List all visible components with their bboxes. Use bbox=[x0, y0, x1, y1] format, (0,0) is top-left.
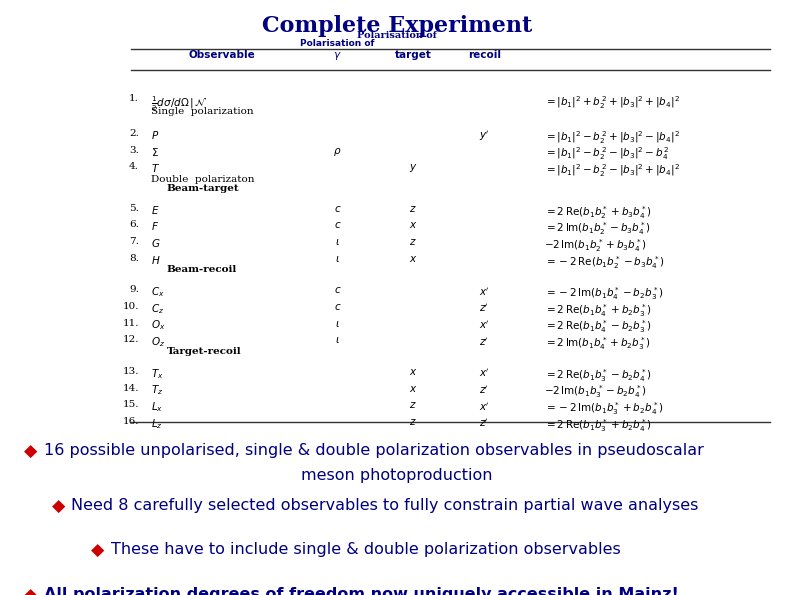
Text: 12.: 12. bbox=[122, 336, 139, 345]
Text: $z$: $z$ bbox=[409, 400, 417, 411]
Text: 14.: 14. bbox=[122, 384, 139, 393]
Text: $C_x$: $C_x$ bbox=[151, 286, 164, 299]
Text: These have to include single & double polarization observables: These have to include single & double po… bbox=[111, 542, 621, 557]
Text: 13.: 13. bbox=[122, 367, 139, 376]
Text: $= |b_1|^2 - b_2^{\,2} - |b_3|^2 - b_4^{\,2}$: $= |b_1|^2 - b_2^{\,2} - |b_3|^2 - b_4^{… bbox=[544, 146, 669, 162]
Text: 6.: 6. bbox=[129, 220, 139, 230]
Text: $= -2\,\mathrm{Im}(b_1 b_4^* - b_2 b_3^*)$: $= -2\,\mathrm{Im}(b_1 b_4^* - b_2 b_3^*… bbox=[544, 286, 664, 302]
Text: $O_z$: $O_z$ bbox=[151, 336, 165, 349]
Text: $z'$: $z'$ bbox=[480, 336, 489, 347]
Text: recoil: recoil bbox=[468, 50, 501, 60]
Text: $\rho$: $\rho$ bbox=[333, 146, 341, 158]
Text: $c$: $c$ bbox=[333, 286, 341, 295]
Text: $= 2\,\mathrm{Im}(b_1 b_4^* + b_2 b_3^*)$: $= 2\,\mathrm{Im}(b_1 b_4^* + b_2 b_3^*)… bbox=[544, 336, 651, 352]
Text: 2.: 2. bbox=[129, 129, 139, 138]
Text: 1.: 1. bbox=[129, 94, 139, 104]
Text: 3.: 3. bbox=[129, 146, 139, 155]
Text: Observable: Observable bbox=[189, 50, 256, 60]
Text: 16 possible unpolarised, single & double polarization observables in pseudoscala: 16 possible unpolarised, single & double… bbox=[44, 443, 703, 458]
Text: 16.: 16. bbox=[122, 417, 139, 426]
Text: ◆: ◆ bbox=[24, 587, 37, 595]
Text: $\gamma$: $\gamma$ bbox=[333, 50, 341, 62]
Text: $T$: $T$ bbox=[151, 162, 160, 174]
Text: $F$: $F$ bbox=[151, 220, 159, 233]
Text: Single  polarization: Single polarization bbox=[151, 107, 253, 117]
Text: $y$: $y$ bbox=[409, 162, 417, 174]
Text: $= 2\,\mathrm{Re}(b_1 b_3^* + b_2 b_4^*)$: $= 2\,\mathrm{Re}(b_1 b_3^* + b_2 b_4^*)… bbox=[544, 417, 652, 434]
Text: $\iota$: $\iota$ bbox=[335, 237, 340, 247]
Text: $P$: $P$ bbox=[151, 129, 159, 141]
Text: $= -2\,\mathrm{Im}(b_1 b_3^* + b_2 b_4^*)$: $= -2\,\mathrm{Im}(b_1 b_3^* + b_2 b_4^*… bbox=[544, 400, 664, 417]
Text: Polarisation of: Polarisation of bbox=[357, 31, 437, 40]
Text: $x'$: $x'$ bbox=[479, 319, 490, 331]
Text: $z$: $z$ bbox=[409, 417, 417, 427]
Text: Polarisation of: Polarisation of bbox=[300, 39, 375, 48]
Text: $x$: $x$ bbox=[409, 253, 417, 264]
Text: 10.: 10. bbox=[122, 302, 139, 311]
Text: $= 2\,\mathrm{Re}(b_1 b_3^* - b_2 b_4^*)$: $= 2\,\mathrm{Re}(b_1 b_3^* - b_2 b_4^*)… bbox=[544, 367, 652, 384]
Text: $\frac{1}{2}d\sigma/d\Omega\,|\,\mathcal{N}$: $\frac{1}{2}d\sigma/d\Omega\,|\,\mathcal… bbox=[151, 94, 208, 112]
Text: $L_x$: $L_x$ bbox=[151, 400, 163, 414]
Text: $c$: $c$ bbox=[333, 203, 341, 214]
Text: $c$: $c$ bbox=[333, 302, 341, 312]
Text: 9.: 9. bbox=[129, 286, 139, 295]
Text: $= |b_1|^2 - b_2^{\,2} - |b_3|^2 + |b_4|^2$: $= |b_1|^2 - b_2^{\,2} - |b_3|^2 + |b_4|… bbox=[544, 162, 680, 179]
Text: $\Sigma$: $\Sigma$ bbox=[151, 146, 159, 158]
Text: $- 2\,\mathrm{Im}(b_1 b_3^* - b_2 b_4^*)$: $- 2\,\mathrm{Im}(b_1 b_3^* - b_2 b_4^*)… bbox=[544, 384, 647, 400]
Text: All polarization degrees of freedom now uniquely accessible in Mainz!: All polarization degrees of freedom now … bbox=[44, 587, 679, 595]
Text: $z'$: $z'$ bbox=[480, 302, 489, 314]
Text: $z'$: $z'$ bbox=[480, 384, 489, 396]
Text: $= 2\,\mathrm{Im}(b_1 b_2^* - b_3 b_4^*)$: $= 2\,\mathrm{Im}(b_1 b_2^* - b_3 b_4^*)… bbox=[544, 220, 651, 237]
Text: $c$: $c$ bbox=[333, 220, 341, 230]
Text: 5.: 5. bbox=[129, 203, 139, 213]
Text: 11.: 11. bbox=[122, 319, 139, 328]
Text: $x'$: $x'$ bbox=[479, 400, 490, 413]
Text: $L_z$: $L_z$ bbox=[151, 417, 163, 431]
Text: Beam-target: Beam-target bbox=[167, 184, 239, 193]
Text: ◆: ◆ bbox=[52, 497, 65, 515]
Text: ◆: ◆ bbox=[24, 443, 37, 461]
Text: $= |b_1|^2 + b_2^{\,2} + |b_3|^2 + |b_4|^2$: $= |b_1|^2 + b_2^{\,2} + |b_3|^2 + |b_4|… bbox=[544, 94, 680, 111]
Text: $z$: $z$ bbox=[409, 237, 417, 247]
Text: $= -2\,\mathrm{Re}(b_1 b_2^* - b_3 b_4^*)$: $= -2\,\mathrm{Re}(b_1 b_2^* - b_3 b_4^*… bbox=[544, 253, 665, 271]
Text: ◆: ◆ bbox=[91, 542, 105, 560]
Text: $= 2\,\mathrm{Re}(b_1 b_4^* + b_2 b_3^*)$: $= 2\,\mathrm{Re}(b_1 b_4^* + b_2 b_3^*)… bbox=[544, 302, 652, 319]
Text: $T_z$: $T_z$ bbox=[151, 384, 163, 397]
Text: $H$: $H$ bbox=[151, 253, 160, 266]
Text: 15.: 15. bbox=[122, 400, 139, 409]
Text: $O_x$: $O_x$ bbox=[151, 319, 165, 333]
Text: 7.: 7. bbox=[129, 237, 139, 246]
Text: $C_z$: $C_z$ bbox=[151, 302, 164, 316]
Text: $\iota$: $\iota$ bbox=[335, 336, 340, 345]
Text: 4.: 4. bbox=[129, 162, 139, 171]
Text: $x$: $x$ bbox=[409, 220, 417, 230]
Text: Target-recoil: Target-recoil bbox=[167, 347, 241, 356]
Text: Beam-recoil: Beam-recoil bbox=[167, 265, 237, 274]
Text: $= 2\,\mathrm{Re}(b_1 b_2^* + b_3 b_4^*)$: $= 2\,\mathrm{Re}(b_1 b_2^* + b_3 b_4^*)… bbox=[544, 203, 652, 221]
Text: $- 2\,\mathrm{Im}(b_1 b_2^* + b_3 b_4^*)$: $- 2\,\mathrm{Im}(b_1 b_2^* + b_3 b_4^*)… bbox=[544, 237, 647, 254]
Text: $x$: $x$ bbox=[409, 384, 417, 394]
Text: Double  polarizaton: Double polarizaton bbox=[151, 176, 254, 184]
Text: 8.: 8. bbox=[129, 253, 139, 263]
Text: Complete Experiment: Complete Experiment bbox=[262, 15, 532, 37]
Text: $E$: $E$ bbox=[151, 203, 160, 216]
Text: $= 2\,\mathrm{Re}(b_1 b_4^* - b_2 b_3^*)$: $= 2\,\mathrm{Re}(b_1 b_4^* - b_2 b_3^*)… bbox=[544, 319, 652, 336]
Text: Need 8 carefully selected observables to fully constrain partial wave analyses: Need 8 carefully selected observables to… bbox=[71, 497, 699, 512]
Text: $\iota$: $\iota$ bbox=[335, 253, 340, 264]
Text: $x'$: $x'$ bbox=[479, 286, 490, 298]
Text: $x'$: $x'$ bbox=[479, 367, 490, 380]
Text: $z'$: $z'$ bbox=[480, 417, 489, 430]
Text: $z$: $z$ bbox=[409, 203, 417, 214]
Text: $\iota$: $\iota$ bbox=[335, 319, 340, 328]
Text: $y'$: $y'$ bbox=[479, 129, 490, 143]
Text: $x$: $x$ bbox=[409, 367, 417, 377]
Text: target: target bbox=[395, 50, 431, 60]
Text: meson photoproduction: meson photoproduction bbox=[301, 468, 493, 483]
Text: $T_x$: $T_x$ bbox=[151, 367, 164, 381]
Text: $= |b_1|^2 - b_2^{\,2} + |b_3|^2 - |b_4|^2$: $= |b_1|^2 - b_2^{\,2} + |b_3|^2 - |b_4|… bbox=[544, 129, 680, 146]
Text: $G$: $G$ bbox=[151, 237, 160, 249]
